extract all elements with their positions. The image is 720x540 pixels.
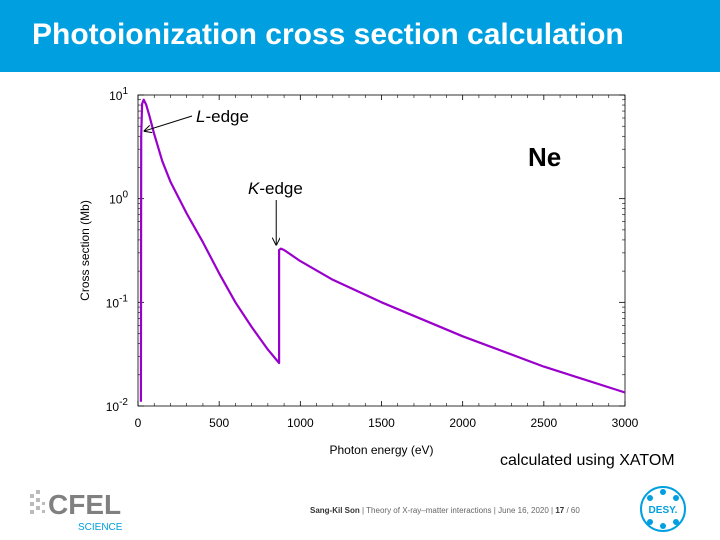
xatom-note: calculated using XATOM xyxy=(500,452,675,469)
x-tick-label: 2000 xyxy=(449,416,476,430)
y-tick-label: 10-2 xyxy=(106,397,129,414)
footer-page-number: 17 xyxy=(555,506,565,515)
series-line xyxy=(139,98,626,402)
footer-sep3: | xyxy=(548,506,556,515)
slide-title: Photoionization cross section calculatio… xyxy=(32,18,624,51)
y-tick-label: 10-1 xyxy=(106,293,129,310)
y-tick-label: 101 xyxy=(109,86,128,103)
title-bar: Photoionization cross section calculatio… xyxy=(0,0,720,72)
x-tick-label: 3000 xyxy=(612,416,639,430)
l-edge-label: L-edge xyxy=(196,107,249,126)
x-tick-label: 2500 xyxy=(530,416,557,430)
chart-area: 0 500 1000 1500 2000 2500 3000 101 100 10-1 10-2 Ph… xyxy=(0,72,720,472)
footer-sep1: | xyxy=(359,506,367,515)
footer-author: Sang-Kil Son xyxy=(310,506,360,515)
cfel-logo: CFEL SCIENCE xyxy=(30,489,123,533)
x-axis-label: Photon energy (eV) xyxy=(329,443,433,457)
element-label: Ne xyxy=(528,142,561,172)
footer-sep2: | xyxy=(491,506,499,515)
footer-date: June 16, 2020 xyxy=(498,506,549,515)
cross-section-chart: 0 500 1000 1500 2000 2500 3000 101 100 10-1 10-2 Ph… xyxy=(78,86,639,457)
desy-logo-text: DESY. xyxy=(649,505,678,516)
footer: Sang-Kil Son | Theory of X-ray–matter in… xyxy=(310,506,580,515)
x-tick-label: 0 xyxy=(135,416,142,430)
footer-page-sep: / xyxy=(564,506,571,515)
x-tick-label: 1500 xyxy=(368,416,395,430)
cfel-logo-text: CFEL xyxy=(48,489,121,520)
desy-logo: DESY. xyxy=(640,486,686,532)
cfel-logo-subtext: SCIENCE xyxy=(78,522,123,533)
y-tick-label: 100 xyxy=(109,190,128,207)
k-edge-label: K-edge xyxy=(248,179,303,198)
x-tick-label: 500 xyxy=(209,416,229,430)
footer-page-total: 60 xyxy=(570,506,580,515)
l-edge-arrow xyxy=(145,115,193,131)
x-tick-label: 1000 xyxy=(287,416,314,430)
y-axis-label: Cross section (Mb) xyxy=(78,200,92,301)
footer-talk-title: Theory of X-ray–matter interactions xyxy=(366,506,492,515)
